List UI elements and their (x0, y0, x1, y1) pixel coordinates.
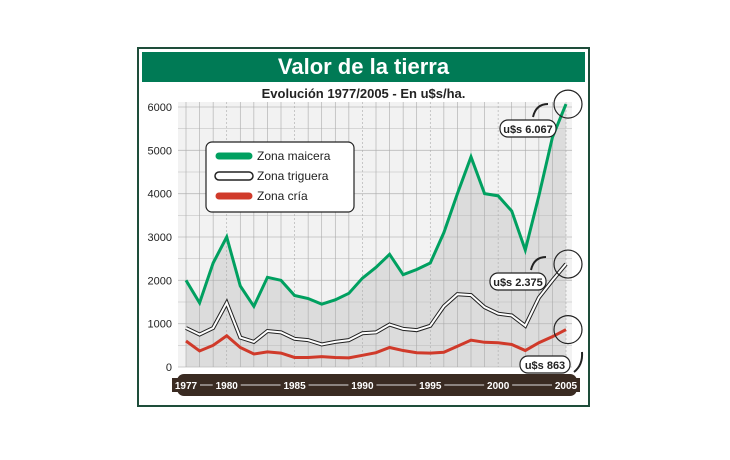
y-tick-label: 5000 (148, 145, 172, 157)
x-tick-label: 1995 (419, 381, 442, 392)
end-point-circle (553, 315, 583, 345)
annotation-label: u$s 6.067 (503, 124, 553, 136)
x-tick-bg (212, 378, 241, 392)
legend-swatch (214, 171, 254, 181)
x-tick-bg (172, 378, 200, 392)
x-tick-bg (484, 378, 513, 392)
y-tick-label: 3000 (148, 232, 172, 244)
chart-title: Valor de la tierra (142, 52, 585, 82)
x-tick-label: 1980 (216, 381, 239, 392)
annotation-arrow (530, 256, 547, 271)
x-tick-label: 2000 (487, 381, 510, 392)
x-tick-bg (348, 378, 377, 392)
legend-label: Zona cría (257, 189, 308, 203)
legend-label: Zona triguera (257, 169, 329, 183)
series-line-zona-cria (185, 328, 567, 360)
annotation-box (499, 119, 557, 138)
annotation-arrow (573, 351, 584, 373)
annotation-label: u$s 863 (525, 360, 565, 372)
annotation-arrow (532, 103, 549, 118)
y-tick-label: 2000 (148, 275, 172, 287)
end-point-circle (553, 249, 583, 279)
annotation-label: u$s 2.375 (493, 277, 543, 289)
x-tick-label: 1990 (351, 381, 374, 392)
y-tick-label: 0 (166, 362, 172, 374)
legend-label: Zona maicera (257, 149, 331, 163)
x-tick-bg (280, 378, 309, 392)
y-tick-label: 4000 (148, 189, 172, 201)
x-tick-bg (416, 378, 445, 392)
x-tick-label: 1977 (175, 381, 198, 392)
end-point-circle (553, 89, 583, 119)
annotation-box (519, 355, 571, 374)
chart-subtitle: Evolución 1977/2005 - En u$s/ha. (261, 86, 466, 101)
series-line-zona-triguera (185, 263, 567, 346)
series-line-zona-maicera (184, 103, 568, 310)
x-tick-label: 1985 (283, 381, 306, 392)
x-tick-label: 2005 (555, 381, 578, 392)
x-tick-bg (552, 378, 580, 392)
annotation-box (489, 272, 547, 291)
y-tick-label: 6000 (148, 102, 172, 114)
y-tick-label: 1000 (148, 319, 172, 331)
